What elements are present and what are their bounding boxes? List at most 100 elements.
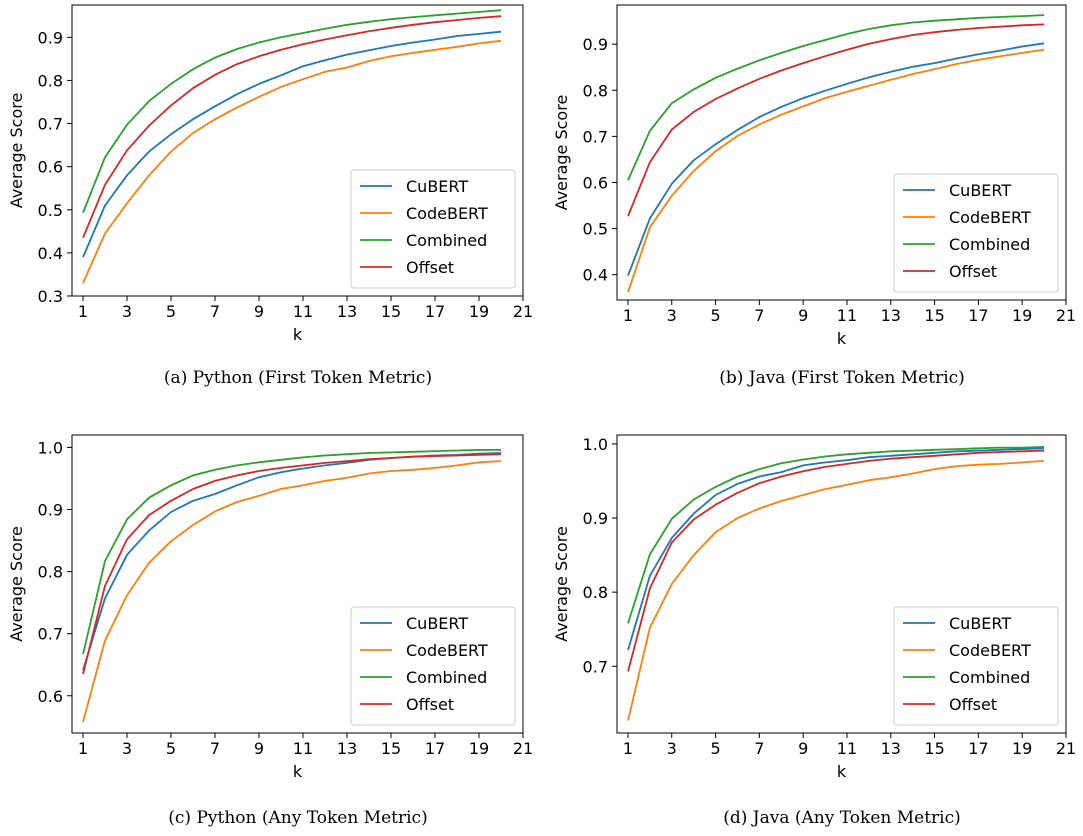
series-line-codebert bbox=[627, 460, 1045, 721]
y-tick-label: 0.6 bbox=[38, 158, 63, 177]
legend: CuBERT CodeBERT Combined Offset bbox=[350, 169, 516, 289]
legend-box bbox=[350, 606, 516, 726]
x-tick-label: 17 bbox=[968, 306, 988, 325]
x-tick-label: 5 bbox=[710, 739, 720, 758]
plot-frame bbox=[616, 4, 1067, 301]
x-tick-label: 5 bbox=[166, 302, 176, 321]
plot-frame bbox=[71, 4, 524, 297]
x-axis-label: k bbox=[837, 762, 847, 781]
y-axis-label: Average Score bbox=[552, 95, 571, 211]
figure-caption: (a) Python (First Token Metric) bbox=[164, 368, 432, 388]
series-line-codebert bbox=[627, 48, 1045, 293]
y-tick-label: 0.6 bbox=[583, 173, 608, 192]
legend-label: CuBERT bbox=[949, 181, 1011, 200]
legend-label: Combined bbox=[406, 668, 487, 687]
x-axis-label: k bbox=[293, 762, 303, 781]
series-line-combined bbox=[627, 446, 1045, 624]
x-tick-label: 19 bbox=[469, 739, 489, 758]
y-axis-label: Average Score bbox=[7, 93, 26, 209]
x-tick-label: 19 bbox=[1012, 306, 1032, 325]
series-line-offset bbox=[82, 15, 502, 239]
legend-box bbox=[350, 169, 516, 289]
x-tick-label: 13 bbox=[881, 739, 901, 758]
x-tick-label: 13 bbox=[337, 739, 357, 758]
x-tick-label: 1 bbox=[623, 306, 633, 325]
x-tick-label: 15 bbox=[924, 739, 944, 758]
y-tick-label: 0.9 bbox=[583, 35, 608, 54]
series-line-codebert bbox=[82, 39, 502, 284]
x-tick-label: 13 bbox=[881, 306, 901, 325]
x-tick-label: 13 bbox=[337, 302, 357, 321]
chart-panel-2: 1 3 5 7 9 11 13 15 17 19 210.40.50.60.70.80.9kAver… bbox=[552, 4, 1076, 388]
x-tick-label: 7 bbox=[754, 739, 764, 758]
legend-label: CodeBERT bbox=[406, 204, 488, 223]
x-tick-label: 19 bbox=[1012, 739, 1032, 758]
x-tick-label: 3 bbox=[122, 739, 132, 758]
y-tick-label: 0.5 bbox=[583, 220, 608, 239]
x-tick-label: 1 bbox=[623, 739, 633, 758]
x-tick-label: 9 bbox=[254, 302, 264, 321]
x-tick-label: 21 bbox=[513, 302, 533, 321]
x-tick-label: 11 bbox=[293, 739, 313, 758]
series-line-offset bbox=[627, 23, 1045, 217]
series-line-offset bbox=[627, 449, 1045, 672]
legend-label: CuBERT bbox=[406, 177, 468, 196]
y-tick-label: 0.9 bbox=[38, 28, 63, 47]
x-tick-label: 3 bbox=[667, 739, 677, 758]
x-tick-label: 19 bbox=[469, 302, 489, 321]
legend-label: CodeBERT bbox=[949, 208, 1031, 227]
plot-frame bbox=[71, 434, 524, 734]
y-tick-label: 0.8 bbox=[38, 563, 63, 582]
series-line-codebert bbox=[82, 460, 502, 723]
y-tick-label: 0.7 bbox=[583, 657, 608, 676]
series-line-offset bbox=[82, 453, 502, 675]
y-axis-label: Average Score bbox=[7, 526, 26, 642]
legend-label: Offset bbox=[949, 262, 997, 281]
x-tick-label: 9 bbox=[254, 739, 264, 758]
legend-label: Offset bbox=[406, 695, 454, 714]
x-tick-label: 21 bbox=[1056, 739, 1076, 758]
x-tick-label: 17 bbox=[425, 739, 445, 758]
x-tick-label: 11 bbox=[837, 739, 857, 758]
y-tick-label: 0.5 bbox=[38, 201, 63, 220]
x-tick-label: 9 bbox=[798, 739, 808, 758]
series-line-combined bbox=[627, 14, 1045, 181]
y-tick-label: 1.0 bbox=[38, 438, 63, 457]
x-tick-label: 9 bbox=[798, 306, 808, 325]
legend: CuBERT CodeBERT Combined Offset bbox=[893, 606, 1059, 726]
series-line-combined bbox=[82, 448, 501, 655]
x-tick-label: 21 bbox=[1056, 306, 1076, 325]
chart-panel-3: 1 3 5 7 9 11 13 15 17 19 210.60.70.80.91.0kAverage… bbox=[7, 434, 533, 828]
x-tick-label: 7 bbox=[754, 306, 764, 325]
legend-label: Combined bbox=[949, 668, 1030, 687]
y-tick-label: 0.4 bbox=[38, 244, 63, 263]
y-tick-label: 0.7 bbox=[583, 127, 608, 146]
x-tick-label: 1 bbox=[78, 302, 88, 321]
x-tick-label: 11 bbox=[837, 306, 857, 325]
plot-frame bbox=[616, 434, 1067, 734]
legend-label: Combined bbox=[406, 231, 487, 250]
x-tick-label: 3 bbox=[667, 306, 677, 325]
y-tick-label: 0.8 bbox=[38, 71, 63, 90]
y-tick-label: 0.7 bbox=[38, 625, 63, 644]
x-tick-label: 17 bbox=[425, 302, 445, 321]
legend-label: Offset bbox=[406, 258, 454, 277]
legend-box bbox=[893, 606, 1059, 726]
x-axis-label: k bbox=[293, 325, 303, 344]
y-tick-label: 0.9 bbox=[583, 509, 608, 528]
y-axis-label: Average Score bbox=[552, 526, 571, 642]
x-tick-label: 5 bbox=[710, 306, 720, 325]
x-tick-label: 15 bbox=[381, 739, 401, 758]
series-line-cubert bbox=[82, 30, 502, 258]
y-tick-label: 0.9 bbox=[38, 501, 63, 520]
legend-label: CodeBERT bbox=[406, 641, 488, 660]
x-tick-label: 17 bbox=[968, 739, 988, 758]
legend-label: CuBERT bbox=[949, 614, 1011, 633]
x-tick-label: 5 bbox=[166, 739, 176, 758]
x-tick-label: 21 bbox=[513, 739, 533, 758]
x-tick-label: 11 bbox=[293, 302, 313, 321]
x-tick-label: 7 bbox=[210, 302, 220, 321]
figure-caption: (d) Java (Any Token Metric) bbox=[723, 808, 961, 828]
